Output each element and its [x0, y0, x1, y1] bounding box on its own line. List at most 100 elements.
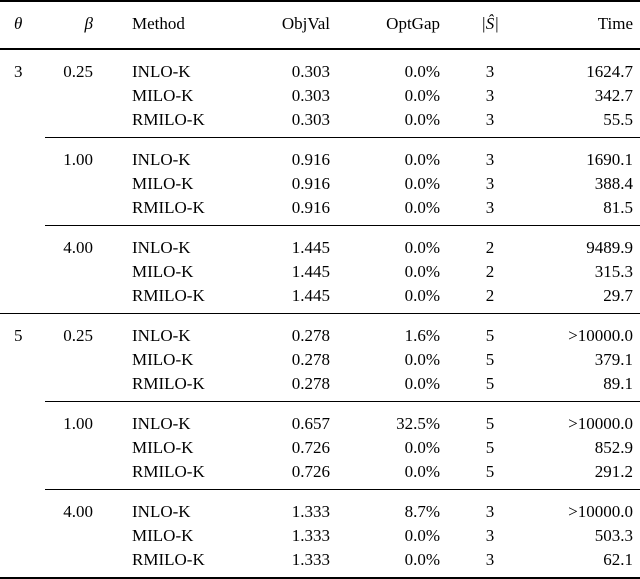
cell-s-hat: 3	[485, 174, 495, 193]
table-row: RMILO-K 0.726 0.0% 5 291.2	[0, 460, 640, 490]
cell-objval: 0.303	[291, 62, 330, 81]
table-row: MILO-K 1.445 0.0% 2 315.3	[0, 260, 640, 284]
cell-beta: 0.25	[45, 313, 93, 348]
table-row: MILO-K 0.726 0.0% 5 852.9	[0, 436, 640, 460]
cell-method: RMILO-K	[132, 110, 205, 129]
col-header-s-hat: |Ŝ|	[440, 1, 540, 50]
cell-theta	[0, 524, 45, 548]
cell-time: 291.2	[594, 462, 633, 481]
cell-method: MILO-K	[132, 526, 194, 545]
cell-s-hat: 3	[440, 489, 540, 524]
col-header-beta: β	[45, 1, 93, 50]
cell-time: >10000.0	[540, 489, 640, 524]
cell-optgap: 1.6%	[330, 313, 440, 348]
cell-s-hat: 5	[440, 401, 540, 436]
cell-optgap: 0.0%	[404, 374, 440, 393]
cell-objval: 1.445	[291, 262, 330, 281]
cell-method: INLO-K	[93, 313, 268, 348]
cell-time: 1690.1	[540, 137, 640, 172]
table-row: 4.00 INLO-K 1.333 8.7% 3 >10000.0	[0, 489, 640, 525]
col-header-time: Time	[540, 1, 640, 50]
cell-objval: 1.333	[291, 550, 330, 569]
table-row: 1.00 INLO-K 0.916 0.0% 3 1690.1	[0, 137, 640, 173]
cell-method: RMILO-K	[132, 286, 205, 305]
cell-beta	[45, 284, 93, 314]
cell-objval: 0.303	[291, 86, 330, 105]
cell-theta	[0, 490, 45, 525]
cell-optgap: 8.7%	[330, 489, 440, 524]
cell-objval: 0.303	[291, 110, 330, 129]
cell-s-hat: 3	[485, 526, 495, 545]
cell-theta: 3	[14, 62, 23, 81]
cell-optgap: 0.0%	[404, 110, 440, 129]
cell-optgap: 0.0%	[404, 86, 440, 105]
cell-time: 342.7	[594, 86, 633, 105]
cell-optgap: 0.0%	[404, 198, 440, 217]
cell-method: INLO-K	[132, 62, 191, 81]
cell-objval: 0.916	[268, 137, 330, 172]
cell-beta	[45, 372, 93, 402]
cell-theta	[0, 284, 45, 314]
cell-theta	[0, 226, 45, 261]
cell-objval: 0.657	[268, 401, 330, 436]
cell-time: 1624.7	[586, 62, 633, 81]
cell-s-hat: 2	[485, 286, 495, 305]
cell-theta	[0, 348, 45, 372]
cell-s-hat: 3	[485, 62, 495, 81]
cell-time: 315.3	[594, 262, 633, 281]
cell-s-hat: 5	[485, 438, 495, 457]
cell-time: 62.1	[603, 550, 633, 569]
col-header-optgap: OptGap	[330, 1, 440, 50]
cell-time: 55.5	[603, 110, 633, 129]
table-row: 3 0.25 INLO-K 0.303 0.0% 3 1624.7	[0, 49, 640, 84]
cell-beta	[45, 260, 93, 284]
cell-theta	[0, 108, 45, 138]
cell-s-hat: 3	[485, 550, 495, 569]
cell-objval: 1.445	[268, 225, 330, 260]
cell-theta	[0, 260, 45, 284]
cell-beta	[45, 108, 93, 138]
cell-optgap: 0.0%	[404, 62, 440, 81]
cell-theta	[0, 196, 45, 226]
table-row: RMILO-K 1.333 0.0% 3 62.1	[0, 548, 640, 579]
table-row: RMILO-K 0.916 0.0% 3 81.5	[0, 196, 640, 226]
cell-objval: 0.726	[291, 462, 330, 481]
cell-s-hat: 2	[485, 262, 495, 281]
cell-beta	[45, 524, 93, 548]
cell-beta	[45, 460, 93, 490]
cell-method: INLO-K	[93, 489, 268, 524]
cell-theta: 5	[0, 313, 45, 348]
cell-objval: 0.278	[268, 313, 330, 348]
cell-optgap: 32.5%	[330, 401, 440, 436]
cell-s-hat: 2	[440, 225, 540, 260]
cell-method: RMILO-K	[132, 374, 205, 393]
cell-theta	[0, 138, 45, 173]
table-row: 1.00 INLO-K 0.657 32.5% 5 >10000.0	[0, 401, 640, 436]
table-row: RMILO-K 0.278 0.0% 5 89.1	[0, 372, 640, 402]
cell-beta	[45, 436, 93, 460]
cell-time: 852.9	[594, 438, 633, 457]
cell-s-hat: 3	[485, 110, 495, 129]
cell-theta	[0, 372, 45, 402]
cell-objval: 0.726	[291, 438, 330, 457]
cell-optgap: 0.0%	[404, 286, 440, 305]
cell-optgap: 0.0%	[404, 350, 440, 369]
cell-objval: 0.278	[291, 350, 330, 369]
cell-time: 81.5	[603, 198, 633, 217]
table-row: MILO-K 0.303 0.0% 3 342.7	[0, 84, 640, 108]
cell-theta	[0, 84, 45, 108]
cell-objval: 1.333	[268, 489, 330, 524]
cell-objval: 0.916	[291, 198, 330, 217]
header-row: θ β Method ObjVal OptGap |Ŝ| Time	[0, 1, 640, 50]
cell-method: MILO-K	[132, 86, 194, 105]
cell-method: RMILO-K	[132, 198, 205, 217]
cell-optgap: 0.0%	[404, 550, 440, 569]
cell-method: MILO-K	[132, 174, 194, 193]
cell-time: 379.1	[594, 350, 633, 369]
cell-beta	[45, 196, 93, 226]
cell-optgap: 0.0%	[404, 262, 440, 281]
cell-beta: 0.25	[63, 62, 93, 81]
table-row: RMILO-K 1.445 0.0% 2 29.7	[0, 284, 640, 314]
cell-optgap: 0.0%	[330, 137, 440, 172]
